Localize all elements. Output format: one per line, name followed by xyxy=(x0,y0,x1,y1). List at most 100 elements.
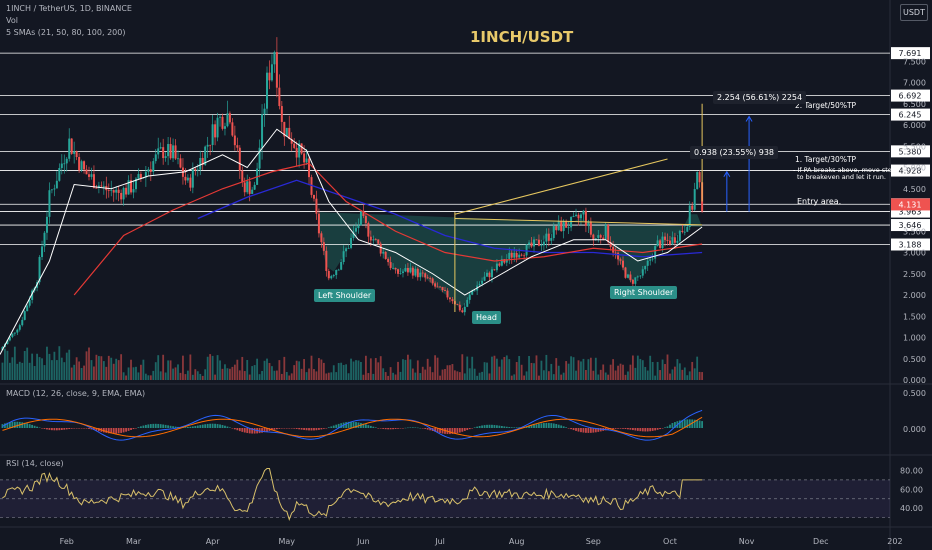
candle-body xyxy=(406,268,409,273)
candle-body xyxy=(253,184,256,190)
candle-body xyxy=(350,238,353,248)
candle-body xyxy=(439,286,442,288)
sma-indicator-label[interactable]: 5 SMAs (21, 50, 80, 100, 200) xyxy=(6,28,126,37)
macd-histogram-bar xyxy=(80,428,83,429)
macd-histogram-bar xyxy=(275,428,278,430)
candle-body xyxy=(646,260,649,266)
symbol-line[interactable]: 1INCH / TetherUS, 1D, BINANCE xyxy=(6,4,132,13)
candle-body xyxy=(75,151,78,157)
volume-bar xyxy=(557,365,560,380)
candle-body xyxy=(528,242,531,245)
volume-bar xyxy=(184,374,187,380)
volume-bar xyxy=(320,359,323,380)
price-axis-tick: 5.000 xyxy=(903,164,926,173)
volume-bar xyxy=(377,362,380,380)
volume-bar xyxy=(478,372,481,380)
volume-bar xyxy=(678,363,681,380)
time-axis-label: Sep xyxy=(586,537,601,546)
volume-bar xyxy=(345,364,348,380)
candle-body xyxy=(50,189,53,191)
volume-bar xyxy=(483,362,486,380)
macd-histogram-bar xyxy=(622,428,624,429)
candle-body xyxy=(270,64,273,81)
volume-bar xyxy=(179,372,182,380)
volume-bar xyxy=(585,370,587,380)
candle-body xyxy=(85,169,88,175)
candle-body xyxy=(582,210,585,215)
macd-histogram-bar xyxy=(367,425,370,428)
currency-badge[interactable]: USDT xyxy=(900,4,928,21)
level-tag-label: 6.692 xyxy=(899,92,922,101)
macd-histogram-bar xyxy=(332,425,335,428)
right-shoulder-label: Right Shoulder xyxy=(610,286,678,299)
candle-body xyxy=(678,230,681,241)
candle-body xyxy=(196,169,199,171)
volume-bar xyxy=(315,371,318,380)
macd-histogram-bar xyxy=(542,423,545,428)
macd-pane-label[interactable]: MACD (12, 26, close, 9, EMA, EMA) xyxy=(6,389,146,398)
volume-bar xyxy=(53,351,56,380)
volume-bar xyxy=(461,354,464,380)
candle-body xyxy=(268,72,271,81)
macd-histogram-bar xyxy=(43,428,46,429)
macd-histogram-bar xyxy=(382,428,385,429)
candle-body xyxy=(493,269,496,271)
volume-bar xyxy=(587,359,590,380)
candle-body xyxy=(73,151,76,154)
volume-bar xyxy=(11,357,14,380)
macd-histogram-bar xyxy=(236,428,239,431)
candle-body xyxy=(473,290,476,292)
macd-histogram-bar xyxy=(585,428,587,433)
candle-body xyxy=(172,145,175,159)
macd-histogram-bar xyxy=(681,419,684,428)
volume-bar xyxy=(607,374,610,380)
macd-histogram-bar xyxy=(419,427,422,429)
volume-bar xyxy=(169,360,172,380)
macd-histogram-bar xyxy=(273,428,276,430)
volume-bar xyxy=(421,366,424,380)
volume-bar xyxy=(641,360,644,380)
macd-histogram-bar xyxy=(478,425,481,428)
volume-bar xyxy=(110,357,113,380)
volume-bar xyxy=(258,374,261,380)
volume-bar xyxy=(182,355,184,380)
price-axis-tick: 0.000 xyxy=(903,376,926,385)
volume-bar xyxy=(16,363,19,380)
volume-bar xyxy=(486,362,488,380)
candle-body xyxy=(374,239,377,241)
candle-body xyxy=(530,242,533,247)
volume-bar xyxy=(656,361,659,380)
volume-bar xyxy=(434,355,437,380)
macd-histogram-bar xyxy=(246,428,249,434)
volume-bar xyxy=(505,355,508,380)
candle-body xyxy=(169,144,172,159)
vol-indicator-label[interactable]: Vol xyxy=(6,16,18,25)
volume-bar xyxy=(305,372,308,380)
volume-bar xyxy=(619,363,622,380)
volume-bar xyxy=(567,363,570,380)
macd-histogram-bar xyxy=(392,428,394,430)
volume-bar xyxy=(696,356,699,380)
candle-body xyxy=(273,52,276,65)
volume-bar xyxy=(36,353,38,380)
candle-body xyxy=(80,161,83,171)
macd-histogram-bar xyxy=(644,428,647,432)
candle-body xyxy=(668,240,671,245)
volume-bar xyxy=(154,362,157,380)
candle-body xyxy=(429,278,432,280)
volume-bar xyxy=(599,369,602,380)
volume-bar xyxy=(28,362,31,380)
candle-body xyxy=(513,252,516,258)
rsi-pane-label[interactable]: RSI (14, close) xyxy=(6,459,64,468)
candle-body xyxy=(369,236,372,241)
macd-histogram-bar xyxy=(434,428,437,432)
candle-body xyxy=(589,221,592,235)
volume-bar xyxy=(283,356,286,380)
volume-bar xyxy=(127,367,130,380)
macd-histogram-bar xyxy=(191,426,194,428)
candle-body xyxy=(194,168,197,171)
macd-histogram-bar xyxy=(449,428,451,435)
candle-body xyxy=(594,238,597,240)
